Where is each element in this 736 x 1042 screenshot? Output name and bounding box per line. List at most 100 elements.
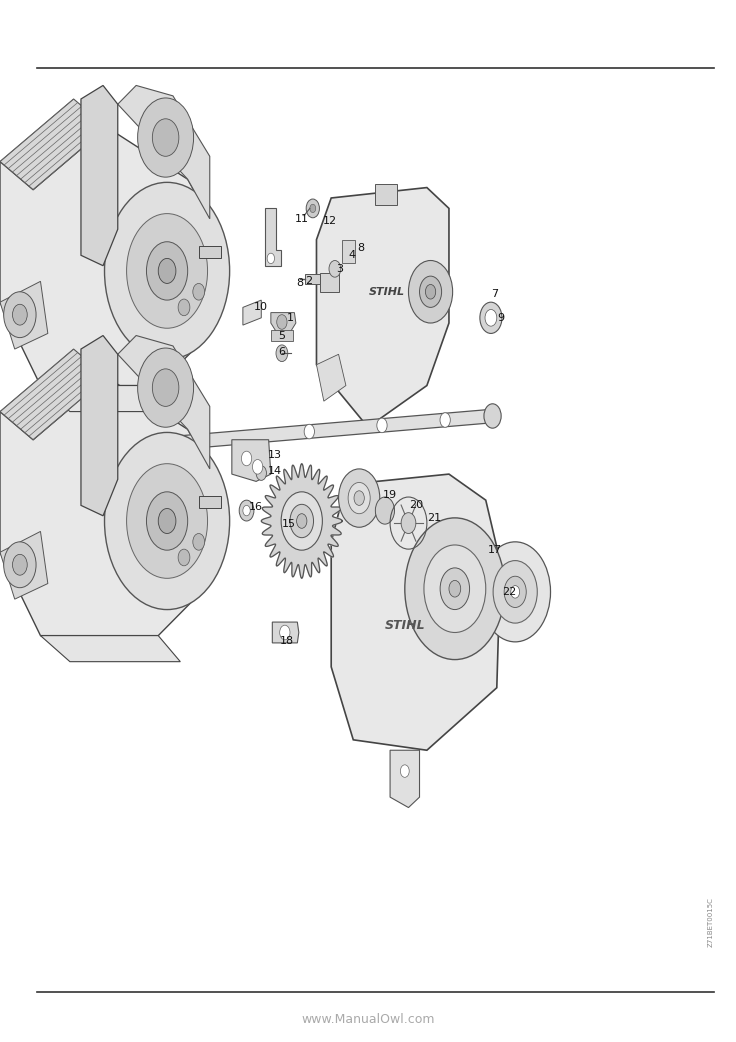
Polygon shape [243, 300, 261, 325]
Text: Z71BET0015C: Z71BET0015C [707, 897, 713, 947]
Text: 14: 14 [267, 466, 282, 476]
Circle shape [348, 482, 370, 514]
Bar [199, 246, 221, 258]
Circle shape [440, 413, 450, 427]
Circle shape [178, 299, 190, 316]
Circle shape [440, 568, 470, 610]
Circle shape [493, 561, 537, 623]
Circle shape [127, 464, 208, 578]
Polygon shape [0, 281, 48, 349]
Circle shape [281, 492, 322, 550]
Circle shape [243, 505, 250, 516]
Circle shape [241, 451, 252, 466]
Text: STIHL: STIHL [384, 619, 425, 631]
Circle shape [354, 491, 364, 505]
Circle shape [304, 424, 314, 439]
Circle shape [310, 204, 316, 213]
Text: 8: 8 [357, 243, 364, 253]
Polygon shape [0, 349, 107, 440]
Circle shape [256, 466, 266, 480]
Circle shape [480, 542, 551, 642]
Bar [375, 184, 397, 205]
Circle shape [146, 492, 188, 550]
Circle shape [152, 369, 179, 406]
Text: 6: 6 [278, 347, 286, 357]
Circle shape [158, 258, 176, 283]
Polygon shape [331, 474, 500, 750]
Polygon shape [0, 377, 210, 636]
Polygon shape [271, 313, 296, 331]
Text: 13: 13 [267, 450, 282, 461]
Polygon shape [232, 440, 271, 481]
Circle shape [252, 460, 263, 474]
Circle shape [277, 315, 287, 329]
Circle shape [267, 253, 275, 264]
Text: 19: 19 [383, 490, 397, 500]
Circle shape [401, 513, 416, 534]
Circle shape [511, 586, 520, 598]
Circle shape [306, 199, 319, 218]
Polygon shape [81, 85, 118, 266]
Polygon shape [40, 636, 180, 662]
Circle shape [339, 469, 380, 527]
Circle shape [239, 500, 254, 521]
Polygon shape [390, 750, 420, 808]
Circle shape [425, 284, 436, 299]
Polygon shape [316, 188, 449, 427]
Text: 5: 5 [278, 330, 286, 341]
Polygon shape [0, 531, 48, 599]
Circle shape [4, 542, 36, 588]
Circle shape [127, 214, 208, 328]
Circle shape [105, 182, 230, 359]
Circle shape [146, 242, 188, 300]
Polygon shape [272, 622, 299, 643]
Text: 20: 20 [408, 500, 423, 511]
Text: 11: 11 [294, 214, 309, 224]
Polygon shape [40, 386, 180, 412]
Polygon shape [261, 464, 342, 578]
Polygon shape [316, 354, 346, 401]
Text: 4: 4 [348, 250, 355, 260]
Text: STIHL: STIHL [368, 287, 405, 297]
Text: 18: 18 [280, 636, 294, 646]
Circle shape [480, 302, 502, 333]
Text: 9: 9 [497, 313, 504, 323]
Polygon shape [0, 127, 210, 386]
Circle shape [484, 404, 501, 428]
Circle shape [297, 514, 307, 528]
Circle shape [193, 534, 205, 550]
Circle shape [375, 497, 394, 524]
Circle shape [400, 765, 409, 777]
Text: 7: 7 [491, 289, 498, 299]
Circle shape [420, 276, 442, 307]
Circle shape [152, 119, 179, 156]
Polygon shape [81, 336, 118, 516]
Bar [342, 240, 355, 263]
Circle shape [138, 348, 194, 427]
Circle shape [193, 283, 205, 300]
Text: 21: 21 [427, 513, 442, 523]
Circle shape [485, 309, 497, 326]
Text: 22: 22 [502, 587, 517, 597]
Text: 3: 3 [336, 264, 344, 274]
Text: 12: 12 [322, 216, 337, 226]
Polygon shape [265, 208, 281, 266]
Circle shape [4, 292, 36, 338]
Text: 2: 2 [305, 276, 313, 287]
Text: 17: 17 [487, 545, 502, 555]
Circle shape [504, 576, 526, 607]
Circle shape [13, 304, 27, 325]
Circle shape [158, 508, 176, 534]
Circle shape [138, 98, 194, 177]
Circle shape [280, 625, 290, 640]
Text: 10: 10 [254, 302, 269, 313]
Polygon shape [118, 85, 210, 219]
Bar [320, 273, 339, 292]
Polygon shape [0, 99, 107, 190]
Circle shape [276, 345, 288, 362]
Circle shape [290, 504, 314, 538]
Circle shape [105, 432, 230, 610]
Circle shape [13, 554, 27, 575]
Text: 15: 15 [282, 519, 297, 529]
Text: 16: 16 [249, 502, 263, 513]
